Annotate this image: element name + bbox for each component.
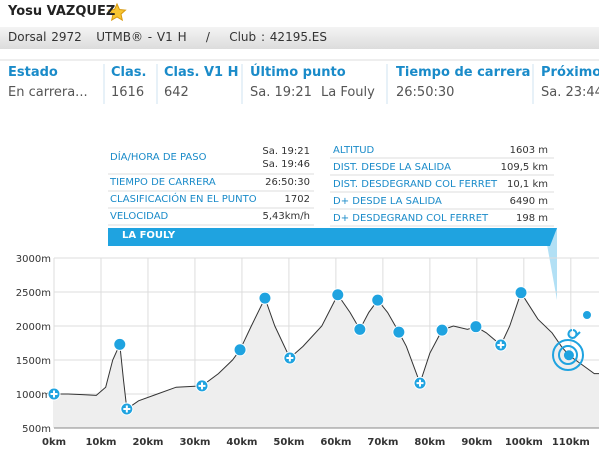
info-rules: [108, 157, 554, 227]
checkpoint-plus: [198, 382, 206, 390]
stat-label: Tiempo de carrera: [396, 65, 531, 80]
checkpoint-plus: [50, 390, 58, 398]
x-tick-label: 80km: [414, 437, 445, 448]
info-label: D+ DESDEGRAND COL FERRET: [333, 213, 489, 224]
checkpoint: [353, 322, 367, 336]
x-tick-label: 70km: [367, 437, 398, 448]
info-label: ALTITUD: [333, 145, 375, 156]
info-value: Sa. 19:21: [262, 146, 310, 157]
checkpoint: [371, 293, 385, 307]
checkpoint: [392, 325, 406, 339]
stat-label: Último punto: [250, 65, 346, 80]
runner-name: Yosu VAZQUEZ: [8, 4, 116, 19]
info-value: 109,5 km: [500, 162, 548, 173]
stat-value: 26:50:30: [396, 85, 455, 100]
separator: /: [205, 30, 210, 44]
checkpoint: [435, 323, 449, 337]
subheader-bar: [0, 27, 599, 49]
club: Club : 42195.ES: [229, 30, 327, 44]
x-tick-label: 20km: [132, 437, 163, 448]
bib: Dorsal 2972: [8, 30, 82, 44]
stat-label: Estado: [8, 65, 58, 80]
x-tick-label: 0km: [42, 437, 66, 448]
checkpoint-plus: [123, 405, 131, 413]
x-tick-label: 110km: [552, 437, 590, 448]
x-tick-label: 100km: [505, 437, 543, 448]
x-tick-label: 30km: [179, 437, 210, 448]
info-value: 198 m: [515, 213, 548, 224]
info-label: VELOCIDAD: [110, 211, 169, 222]
stat-value: En carrera...: [8, 85, 88, 100]
info-value: 1702: [284, 194, 310, 205]
stat-dividers: [103, 64, 534, 104]
runner-icon: [552, 311, 591, 371]
stat-label: Próximo: [541, 65, 599, 80]
y-tick-label: 2000m: [16, 322, 51, 333]
x-tick-label: 40km: [226, 437, 257, 448]
checkpoint: [469, 320, 483, 334]
stat-value: La Fouly: [321, 85, 375, 100]
info-value: Sa. 19:46: [262, 159, 310, 170]
info-label: DIST. DESDEGRAND COL FERRET: [333, 179, 498, 190]
info-value: 10,1 km: [507, 179, 548, 190]
x-tick-label: 10km: [85, 437, 116, 448]
info-label: DÍA/HORA DE PASO: [110, 152, 207, 163]
elevation-plot: 500m 1000m 1500m 2000m 2500m 3000m 0km 10km 20km…: [16, 254, 599, 448]
checkpoint: [514, 286, 528, 300]
info-label: TIEMPO DE CARRERA: [110, 177, 216, 188]
runner-details: Dorsal 2972 UTMB® - V1 H / Club : 42195.…: [8, 30, 327, 44]
stat-value: Sa. 19:21: [250, 85, 312, 100]
checkpoint-plus: [286, 354, 294, 362]
race: UTMB® - V1 H: [96, 30, 187, 44]
x-tick-label: 50km: [273, 437, 304, 448]
stat-label: Clas.: [111, 65, 147, 80]
checkpoint: [113, 337, 127, 351]
checkpoint-plus: [416, 379, 424, 387]
y-tick-label: 1500m: [16, 356, 51, 367]
info-value: 26:50:30: [265, 177, 310, 188]
elevation-area: [54, 292, 599, 428]
info-label: DIST. DESDE LA SALIDA: [333, 162, 451, 173]
stat-label: Clas. V1 H: [164, 65, 239, 80]
checkpoint: [258, 291, 272, 305]
x-tick-label: 60km: [320, 437, 351, 448]
checkpoint-current: [563, 350, 574, 361]
y-tick-label: 1000m: [16, 390, 51, 401]
y-tick-label: 2500m: [16, 288, 51, 299]
checkpoint-plus: [497, 341, 505, 349]
stat-value: 642: [164, 85, 189, 100]
info-value: 5,43km/h: [262, 211, 310, 222]
stat-value: 1616: [111, 85, 145, 100]
point-name: LA FOULY: [122, 230, 176, 241]
checkpoint: [233, 343, 247, 357]
favorite-star[interactable]: [107, 2, 127, 22]
stat-value: Sa. 23:44: [541, 85, 599, 100]
info-label: D+ DESDE LA SALIDA: [333, 196, 442, 207]
x-tick-label: 90km: [461, 437, 492, 448]
y-tick-label: 3000m: [16, 254, 51, 265]
info-label: CLASIFICACIÓN EN EL PUNTO: [110, 194, 257, 205]
checkpoint: [331, 288, 345, 302]
info-value: 1603 m: [509, 145, 548, 156]
info-value: 6490 m: [509, 196, 548, 207]
point-banner: [108, 228, 557, 246]
y-tick-label: 500m: [22, 424, 51, 435]
elevation-line: [54, 291, 599, 410]
